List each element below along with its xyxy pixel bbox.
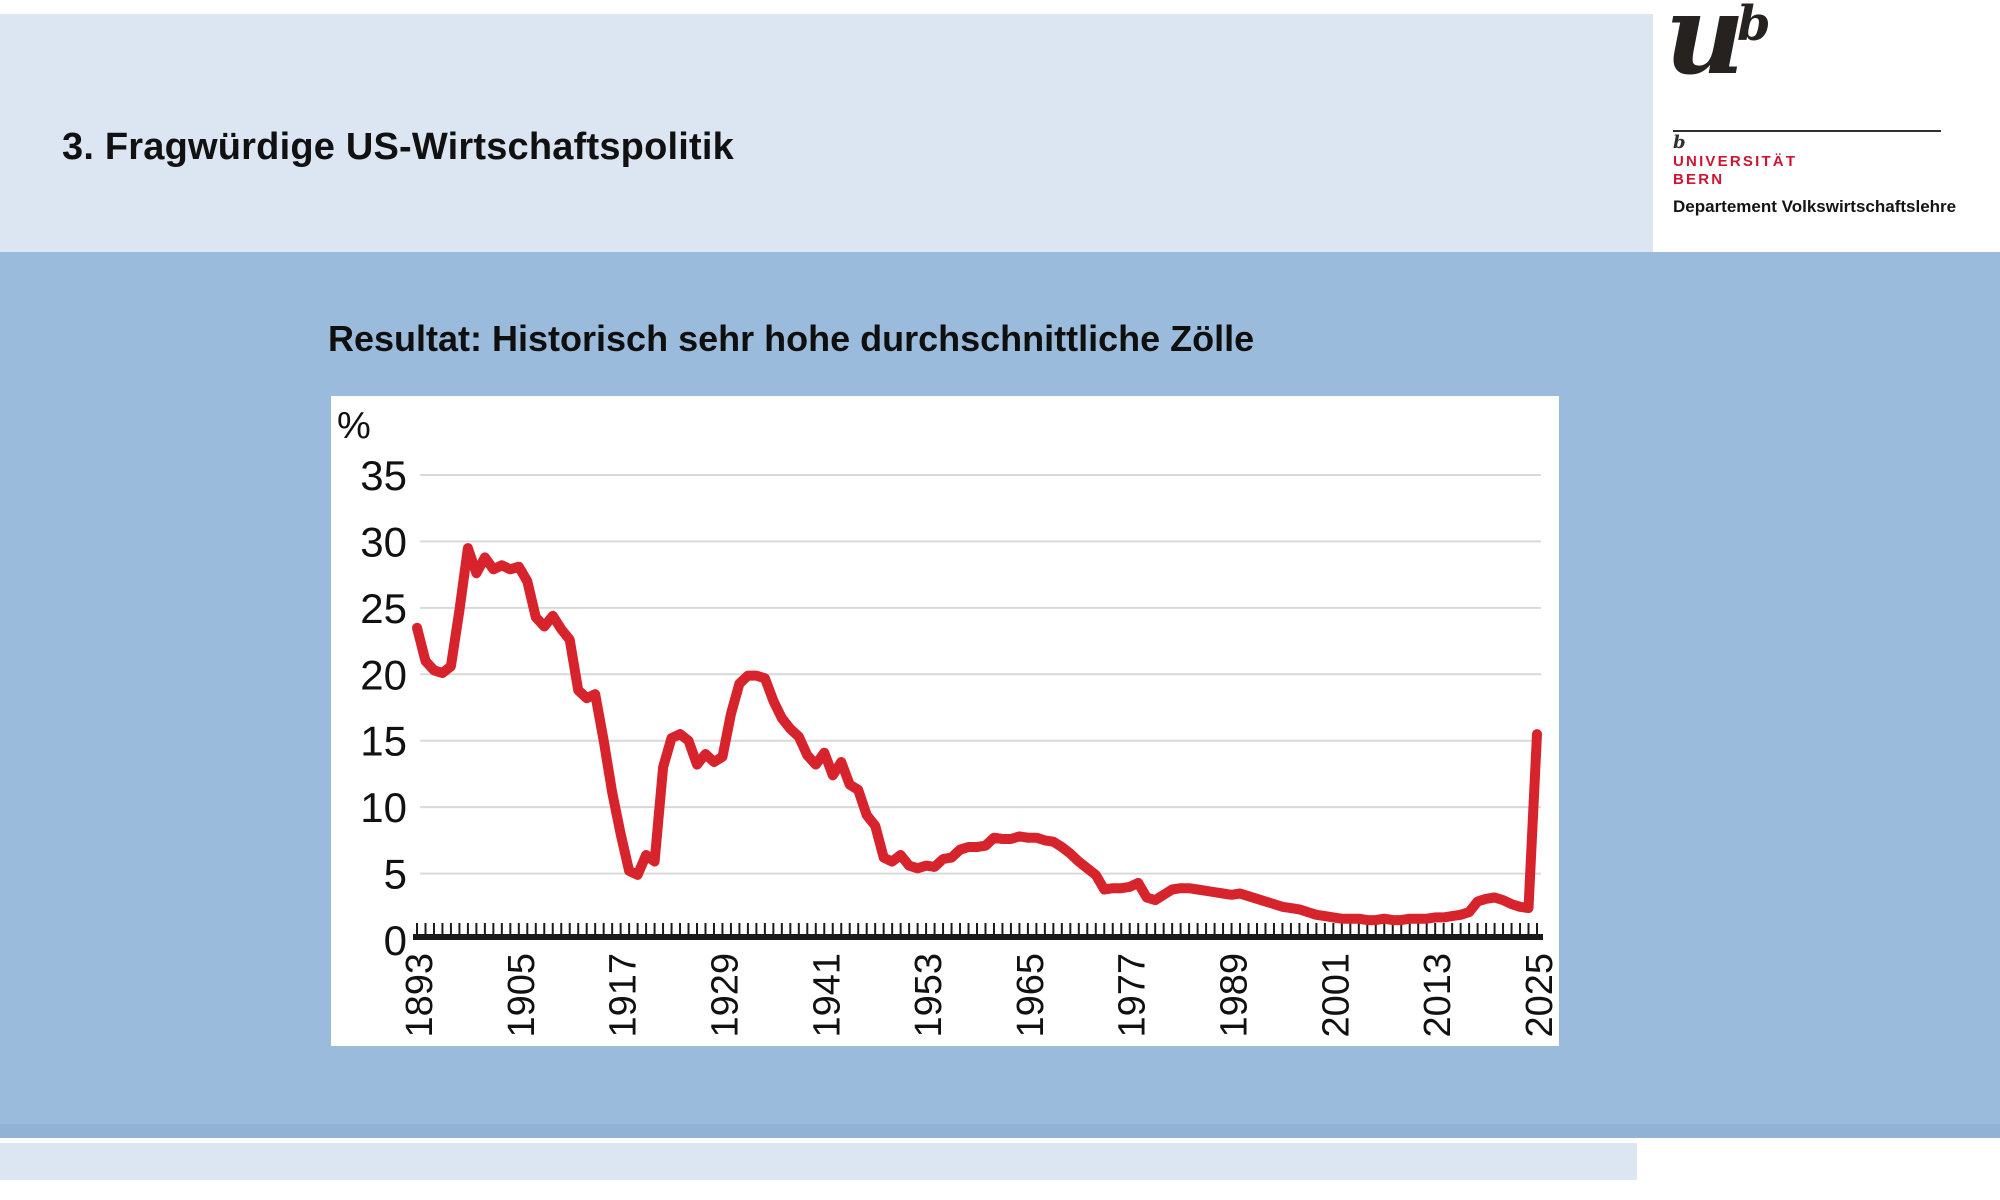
x-tick-label-1917: 1917 (603, 953, 645, 1038)
unibe-logo-u-mark: u (1665, 0, 1745, 99)
x-tick-label-2013: 2013 (1417, 953, 1459, 1038)
y-tick-label-15: 15 (360, 718, 407, 765)
header-band: 3. Fragwürdige US-Wirtschaftspolitik (0, 14, 1653, 252)
unibe-logo-small-b: b (1673, 132, 1686, 153)
y-tick-label-30: 30 (360, 518, 407, 565)
x-tick-label-1893: 1893 (399, 953, 441, 1038)
x-tick-label-1965: 1965 (1010, 953, 1052, 1038)
x-tick-label-1977: 1977 (1112, 953, 1154, 1038)
department-name: Departement Volkswirtschaftslehre (1673, 197, 1957, 216)
y-tick-label-20: 20 (360, 651, 407, 698)
x-tick-label-2001: 2001 (1315, 953, 1357, 1038)
x-tick-label-1953: 1953 (908, 953, 950, 1038)
bottom-white-gap (0, 1138, 2000, 1143)
tariff-line-series (412, 543, 1542, 926)
bottom-accent-band (0, 1143, 1637, 1180)
x-tick-label-1989: 1989 (1214, 953, 1256, 1038)
logo-divider-line (1673, 130, 1941, 132)
content-band-bottom-shade (0, 1124, 2000, 1138)
university-name-line2: BERN (1673, 171, 1725, 188)
slide-title: 3. Fragwürdige US-Wirtschaftspolitik (62, 126, 734, 168)
x-tick-label-2025: 2025 (1519, 953, 1559, 1038)
university-name-line1: UNIVERSITÄT (1673, 153, 1798, 170)
x-tick-label-1941: 1941 (806, 953, 848, 1038)
unibe-logo: u b b UNIVERSITÄT BERN Departement Volks… (1653, 0, 2000, 252)
unibe-logo-b-superscript: b (1737, 0, 1771, 52)
x-tick-label-1929: 1929 (705, 953, 747, 1038)
y-tick-label-5: 5 (384, 851, 407, 898)
y-tick-label-35: 35 (360, 452, 407, 499)
chart-panel: 0 5 10 15 20 25 30 35% 1893 1905 1917 1929 1941 1953 1… (331, 396, 1559, 1046)
y-axis-unit-label: % (337, 405, 371, 447)
y-tick-label-0: 0 (384, 917, 407, 964)
y-tick-label-25: 25 (360, 585, 407, 632)
x-tick-label-1905: 1905 (501, 953, 543, 1038)
y-tick-label-10: 10 (360, 784, 407, 831)
chart-heading: Resultat: Historisch sehr hohe durchschn… (328, 318, 1255, 359)
